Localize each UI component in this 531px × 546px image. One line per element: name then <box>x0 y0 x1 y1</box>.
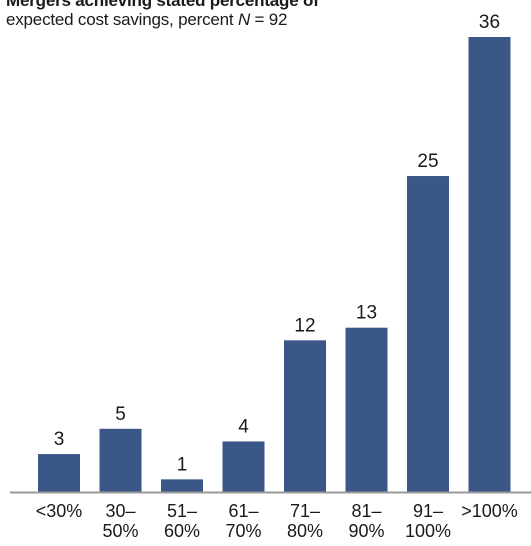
x-tick-label: 71– 80% <box>287 501 323 541</box>
chart-subtitle: Mergers achieving stated percentage of e… <box>6 0 319 29</box>
bar <box>222 441 265 492</box>
bar-value-label: 36 <box>479 12 500 33</box>
chart-subtitle-line1: Mergers achieving stated percentage of <box>6 0 319 10</box>
bar <box>468 37 511 492</box>
bar <box>284 340 326 492</box>
x-tick-label: 61– 70% <box>225 501 261 541</box>
x-tick-label: >100% <box>461 501 518 521</box>
x-tick-label: 51– 60% <box>164 501 200 541</box>
chart-subtitle-line2: expected cost savings, percent N = 92 <box>6 10 288 29</box>
bar-value-label: 1 <box>177 454 188 475</box>
bar-value-label: 5 <box>115 404 126 425</box>
bar <box>99 428 142 492</box>
bar-value-label: 3 <box>54 429 65 450</box>
bar <box>345 327 388 492</box>
bar-value-label: 25 <box>417 151 438 172</box>
bar <box>38 454 80 492</box>
x-tick-label: 91– 100% <box>405 501 451 541</box>
bar-value-label: 12 <box>294 315 315 336</box>
x-tick-label: 30– 50% <box>102 501 138 541</box>
bar <box>161 479 203 492</box>
x-tick-label: 81– 90% <box>348 501 384 541</box>
bar-value-label: 4 <box>238 416 249 437</box>
bar <box>407 176 449 492</box>
bar-value-label: 13 <box>356 303 377 324</box>
x-tick-label: <30% <box>36 501 83 521</box>
